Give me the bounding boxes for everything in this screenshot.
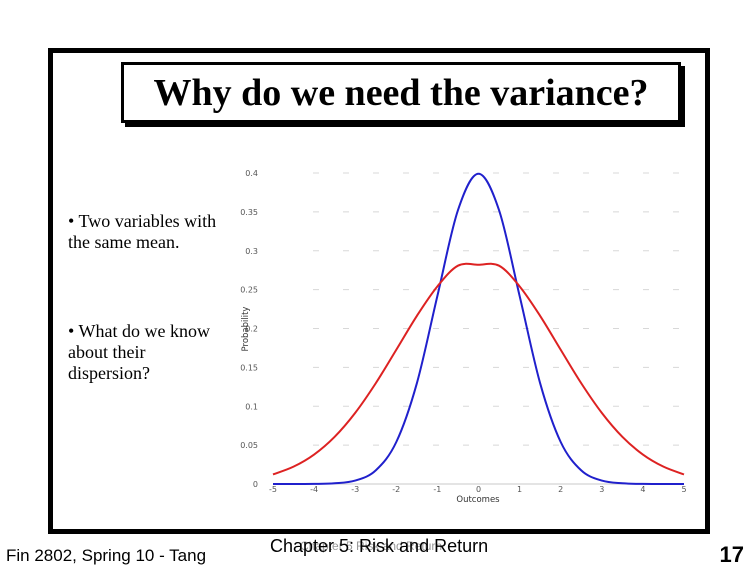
- y-tick-label: 0.35: [240, 208, 258, 217]
- chart-ticks: 0 0.05 0.1 0.15 0.2 0.25 0.3 0.35 0.4 -5 -4 -3 -2 -1 0…: [240, 169, 686, 494]
- y-tick-label: 0.05: [240, 441, 258, 450]
- chapter-footer: Chapter 5: Risk and Return: [270, 536, 489, 556]
- slide-number: 17: [719, 542, 744, 567]
- series-line-wide: [272, 262, 685, 476]
- y-tick-label: 0.3: [245, 247, 258, 256]
- footer-ghost-text: Chapter 5 Risk and Return: [300, 539, 443, 553]
- chart-curves: [272, 172, 685, 486]
- y-tick-label: 0.1: [245, 402, 258, 411]
- x-tick-label: 5: [681, 485, 686, 494]
- title-box: Why do we need the variance?: [121, 62, 681, 123]
- course-footer: Fin 2802, Spring 10 - Tang: [6, 546, 207, 565]
- y-tick-label: 0.2: [245, 325, 258, 334]
- y-tick-label: 0.15: [240, 363, 258, 372]
- y-axis-label: Probability: [241, 307, 251, 352]
- x-tick-label: 1: [517, 485, 522, 494]
- slide-title: Why do we need the variance?: [153, 71, 649, 114]
- y-tick-label: 0.4: [245, 169, 258, 178]
- x-tick-label: -4: [310, 485, 318, 494]
- series-line-narrow: [272, 172, 685, 486]
- bullet-point: • What do we know about their dispersion…: [68, 321, 210, 383]
- x-tick-label: 3: [599, 485, 604, 494]
- x-axis-label: Outcomes: [456, 495, 500, 505]
- x-tick-label: 0: [476, 485, 481, 494]
- chart-grid: [273, 172, 684, 485]
- x-tick-label: -3: [351, 485, 359, 494]
- x-tick-label: 2: [558, 485, 563, 494]
- x-tick-label: -2: [392, 485, 400, 494]
- x-tick-label: -1: [433, 485, 441, 494]
- slide-frame: [48, 48, 710, 534]
- bullet-point: • Two variables with the same mean.: [68, 211, 217, 252]
- x-tick-label: 4: [640, 485, 645, 494]
- y-tick-label: 0.25: [240, 286, 258, 295]
- x-tick-label: -5: [269, 485, 277, 494]
- y-tick-label: 0: [253, 480, 258, 489]
